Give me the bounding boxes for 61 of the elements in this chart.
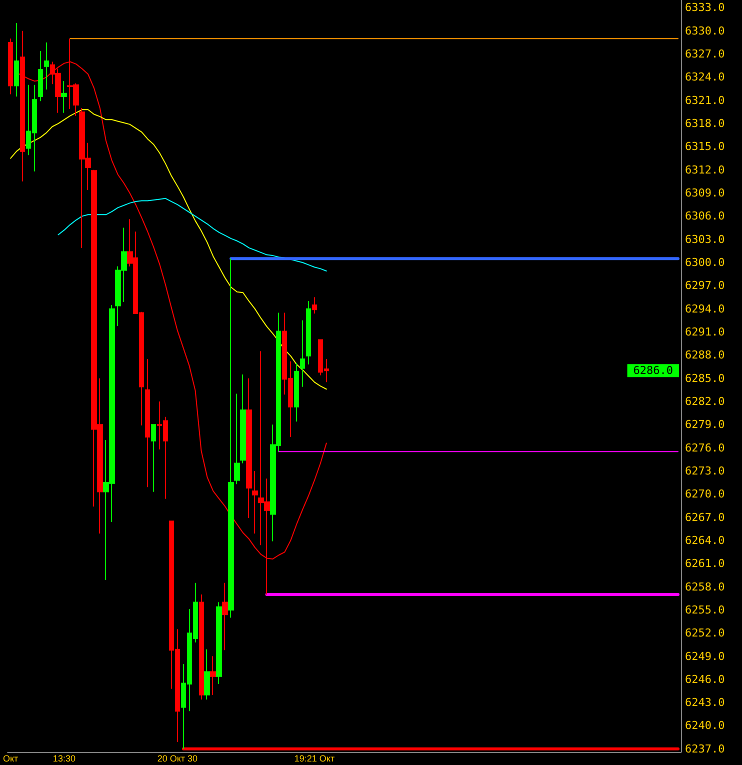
- candlestick: [294, 362, 299, 422]
- candlestick: [204, 648, 210, 700]
- y-tick-label: 6327.0: [685, 48, 725, 61]
- y-tick-label: 6258.0: [685, 580, 725, 594]
- y-tick-label: 6243.0: [685, 696, 725, 710]
- candlestick: [228, 258, 234, 618]
- y-tick-label: 6333.0: [685, 1, 725, 14]
- y-tick-label: 6240.0: [685, 719, 725, 732]
- y-tick-label: 6282.0: [685, 394, 725, 408]
- candlestick: [246, 378, 252, 519]
- candlestick: [216, 602, 222, 685]
- y-tick-label: 6255.0: [685, 603, 725, 616]
- candlestick: [300, 320, 305, 388]
- x-tick-label: Окт: [2, 754, 18, 764]
- y-tick-label: 6315.0: [685, 140, 725, 154]
- candlestick: [210, 656, 216, 696]
- y-tick-label: 6309.0: [685, 186, 725, 200]
- y-tick-label: 6330.0: [685, 24, 725, 38]
- x-tick-label: 20 Окт 30: [157, 754, 198, 764]
- y-tick-label: 6285.0: [685, 372, 725, 385]
- line-series: [10, 109, 327, 390]
- candlestick: [306, 300, 311, 365]
- y-tick-label: 6300.0: [685, 256, 725, 270]
- y-tick-label: 6312.0: [685, 163, 725, 176]
- y-tick-label: 6267.0: [685, 510, 725, 524]
- y-tick-label: 6273.0: [685, 464, 725, 478]
- y-tick-label: 6276.0: [685, 441, 725, 454]
- y-tick-label: 6291.0: [685, 325, 725, 338]
- y-tick-label: 6321.0: [685, 94, 725, 107]
- line-series: [58, 198, 327, 272]
- y-tick-label: 6303.0: [685, 232, 725, 246]
- candlestick: [199, 594, 204, 700]
- candlestick: [44, 42, 49, 90]
- candlestick: [240, 374, 246, 464]
- y-tick-label: 6279.0: [685, 418, 725, 432]
- y-tick-label: 6318.0: [685, 117, 725, 130]
- candlestick: [14, 22, 19, 98]
- candlestick: [61, 80, 67, 114]
- candlestick: [8, 38, 13, 95]
- y-tick-label: 6288.0: [685, 348, 725, 362]
- y-tick-label: 6324.0: [685, 70, 725, 84]
- y-tick-label: 6237.0: [685, 742, 725, 756]
- candlestick: [234, 393, 240, 485]
- candlestick: [145, 358, 150, 488]
- y-tick-label: 6270.0: [685, 488, 725, 501]
- y-tick-label: 6261.0: [685, 557, 725, 570]
- x-tick-label: 19:21 Окт: [294, 754, 335, 764]
- annotation: 6286.0: [633, 364, 673, 378]
- y-tick-label: 6249.0: [685, 650, 725, 663]
- y-tick-label: 6294.0: [685, 302, 725, 316]
- candlestick: [222, 582, 228, 651]
- candlestick: [151, 424, 156, 492]
- x-tick-label: 13:30: [52, 754, 76, 764]
- candlestick: [312, 296, 317, 314]
- y-tick-label: 6306.0: [685, 210, 725, 223]
- y-tick-label: 6246.0: [685, 672, 725, 686]
- candlestick: [38, 50, 43, 102]
- y-tick-label: 6252.0: [685, 626, 725, 640]
- y-tick-label: 6264.0: [685, 534, 725, 547]
- y-tick-label: 6297.0: [685, 279, 725, 292]
- candlestick: [252, 470, 258, 534]
